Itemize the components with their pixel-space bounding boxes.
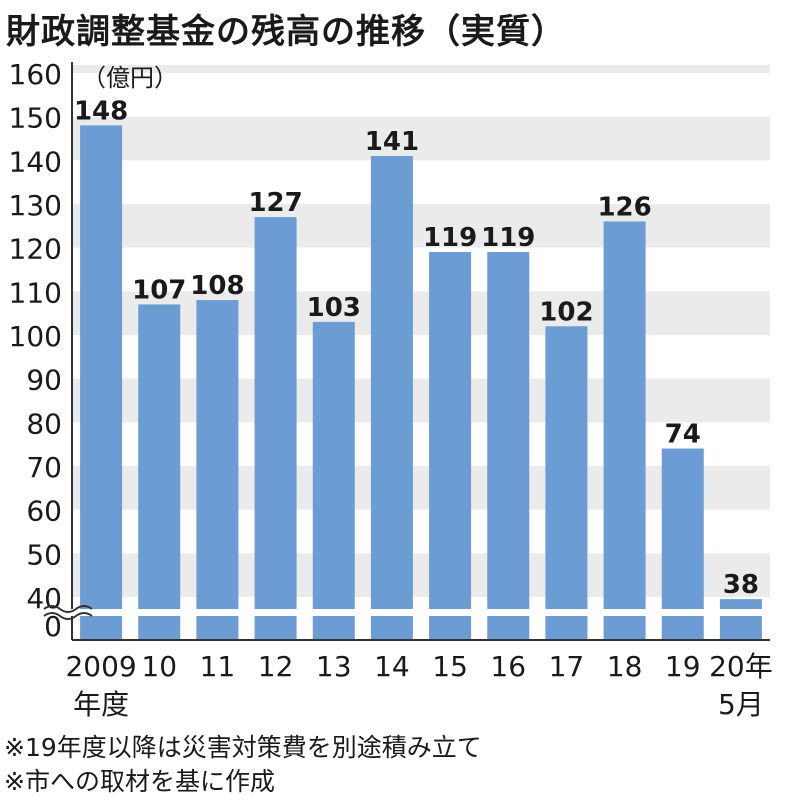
axis-break-gap bbox=[68, 609, 772, 616]
y-tick-label: 60 bbox=[26, 495, 62, 528]
grid-band bbox=[72, 553, 770, 597]
y-tick-label: 140 bbox=[9, 145, 62, 178]
x-tick-label: 2009 bbox=[65, 650, 136, 683]
x-tick-sublabel: 年度 bbox=[73, 688, 129, 721]
bar bbox=[254, 217, 297, 640]
x-tick-label: 18 bbox=[607, 650, 643, 683]
y-tick-label: 130 bbox=[9, 189, 62, 222]
chart-title: 財政調整基金の残高の推移（実質） bbox=[6, 12, 566, 52]
bar bbox=[603, 221, 646, 640]
x-tick-sublabel: 5月 bbox=[718, 688, 764, 721]
y-tick-label: 150 bbox=[9, 102, 62, 135]
footnote-2: ※市への取材を基に作成 bbox=[4, 767, 275, 796]
grid-band bbox=[72, 378, 770, 423]
bar bbox=[545, 326, 588, 640]
bar bbox=[487, 252, 530, 641]
bar bbox=[80, 125, 123, 640]
x-tick-label: 15 bbox=[432, 650, 468, 683]
bar-value-label: 74 bbox=[665, 420, 701, 450]
x-tick-label: 19 bbox=[665, 650, 701, 683]
y-tick-label: 40 bbox=[26, 582, 62, 615]
bar-value-label: 127 bbox=[248, 188, 302, 218]
bar-value-label: 102 bbox=[539, 297, 593, 327]
bar-value-label: 141 bbox=[365, 127, 419, 157]
axis-break-mark bbox=[43, 612, 93, 620]
grid-band bbox=[72, 204, 770, 248]
y-tick-label: 0 bbox=[44, 610, 62, 643]
y-unit-label: （億円） bbox=[82, 64, 178, 92]
bar bbox=[719, 599, 762, 640]
bar-value-label: 148 bbox=[74, 96, 128, 126]
y-tick-label: 80 bbox=[26, 407, 62, 440]
bar-chart: 160 150 140 130 120 110 100 90 80 70 60 50 400 （億円） 14… bbox=[9, 58, 773, 721]
bar bbox=[661, 448, 704, 640]
x-tick-label: 14 bbox=[374, 650, 410, 683]
y-tick-label: 160 bbox=[9, 58, 62, 91]
y-tick-label: 110 bbox=[9, 276, 62, 309]
bar bbox=[312, 321, 355, 640]
bar-value-label: 103 bbox=[307, 293, 361, 323]
y-tick-label: 90 bbox=[26, 364, 62, 397]
x-tick-label: 16 bbox=[490, 650, 526, 683]
bar-value-label: 119 bbox=[481, 223, 535, 253]
footnote-1: ※19年度以降は災害対策費を別途積み立て bbox=[4, 733, 482, 762]
axis-break-mark bbox=[43, 605, 93, 613]
x-tick-label: 11 bbox=[200, 650, 236, 683]
bar-value-label: 126 bbox=[597, 192, 651, 222]
y-tick-label: 100 bbox=[9, 320, 62, 353]
bar-value-label: 38 bbox=[723, 570, 759, 600]
y-tick-label: 120 bbox=[9, 233, 62, 266]
x-tick-label: 17 bbox=[549, 650, 585, 683]
grid-band bbox=[72, 65, 770, 73]
grid-band bbox=[72, 291, 770, 335]
bar bbox=[370, 155, 413, 640]
bar-value-label: 108 bbox=[190, 271, 244, 301]
y-tick-label: 50 bbox=[26, 538, 62, 571]
bar bbox=[138, 304, 181, 640]
bar bbox=[429, 252, 472, 641]
x-tick-label: 10 bbox=[141, 650, 177, 683]
bar-value-label: 107 bbox=[132, 275, 186, 305]
x-tick-label: 13 bbox=[316, 650, 352, 683]
x-tick-label: 12 bbox=[258, 650, 294, 683]
bar-value-label: 119 bbox=[423, 223, 477, 253]
bar bbox=[196, 300, 239, 640]
grid-band bbox=[72, 116, 770, 161]
grid-band bbox=[72, 466, 770, 510]
x-tick-label: 20年 bbox=[709, 650, 773, 683]
y-tick-label: 70 bbox=[26, 451, 62, 484]
